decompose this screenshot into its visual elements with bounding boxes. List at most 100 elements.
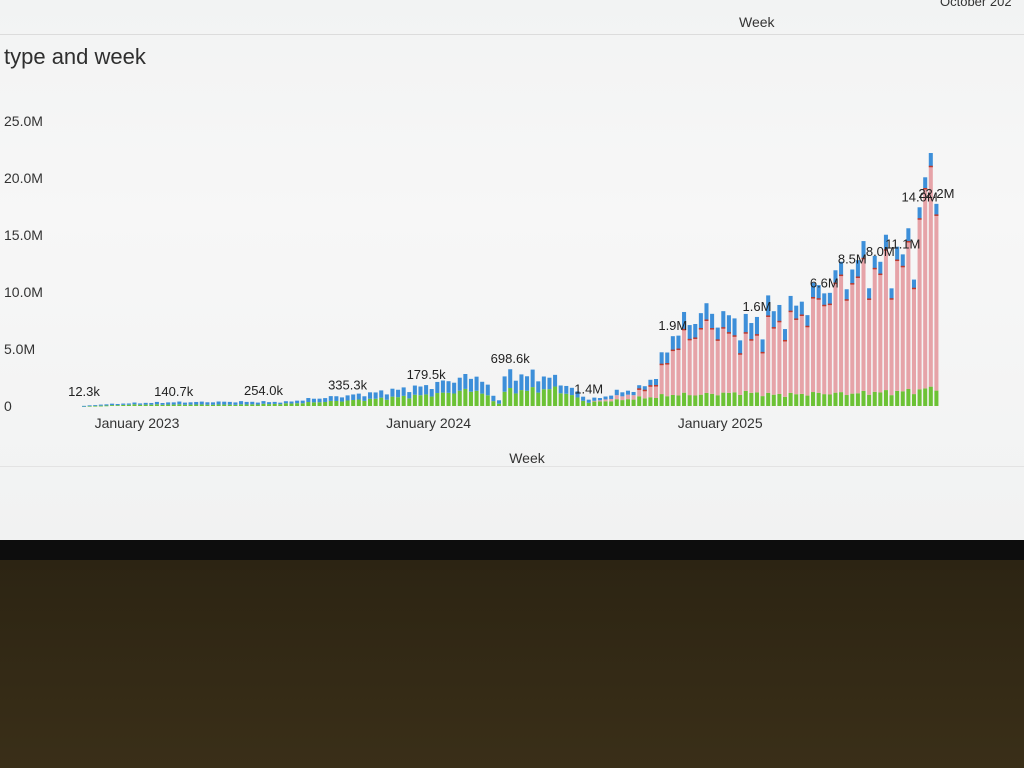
bar-segment-red bbox=[726, 333, 731, 393]
bar-segment-blue bbox=[777, 304, 782, 322]
bar-segment-edge bbox=[782, 339, 788, 342]
bar-segment-blue bbox=[620, 392, 625, 397]
bar-segment-blue bbox=[766, 295, 771, 317]
bar-segment-green bbox=[811, 392, 816, 406]
stacked-bar-chart: 0 5.0M 10.0M 15.0M 20.0M 25.0M 12.3k 140.7k 254… bbox=[4, 113, 954, 466]
bar-segment-red bbox=[738, 354, 743, 395]
bar-segment-red bbox=[872, 268, 877, 392]
bar-segment-red bbox=[906, 241, 911, 390]
bar-segment-blue bbox=[104, 404, 109, 406]
bar-segment-red bbox=[839, 275, 844, 393]
bar-segment-blue bbox=[373, 392, 378, 399]
bar-segment-green bbox=[418, 395, 423, 406]
bar-segment-green bbox=[637, 396, 642, 406]
bar-segment-blue bbox=[592, 397, 597, 401]
bar-segment-blue bbox=[698, 313, 703, 329]
bar-segment-blue bbox=[244, 401, 249, 405]
bar-segment-edge bbox=[794, 318, 799, 320]
bar-segment-green bbox=[216, 404, 221, 406]
bar-segment-green bbox=[592, 401, 597, 406]
bar-segment-blue bbox=[485, 384, 490, 396]
bar-segment-blue bbox=[424, 385, 429, 395]
bar-segment-green bbox=[143, 404, 148, 406]
bar-segment-edge bbox=[855, 276, 860, 279]
panel-bottom-divider bbox=[0, 466, 1024, 467]
bar-segment-green bbox=[339, 401, 344, 406]
bar-segment-blue bbox=[564, 385, 569, 394]
bar-segment-blue bbox=[188, 402, 193, 405]
bar-segment-blue bbox=[693, 323, 698, 339]
bar-segment-blue bbox=[710, 313, 715, 330]
bar-segment-blue bbox=[614, 389, 619, 396]
bar-segment-blue bbox=[323, 398, 328, 402]
bar-segment-blue bbox=[440, 380, 445, 393]
bar-segment-blue bbox=[642, 386, 647, 391]
bar-segment-green bbox=[642, 398, 647, 406]
bar-segment-blue bbox=[166, 402, 171, 405]
bar-segment-green bbox=[283, 403, 288, 406]
x-tick-label: January 2024 bbox=[386, 415, 471, 431]
bar-segment-blue bbox=[900, 254, 905, 267]
bar-segment-blue bbox=[199, 401, 204, 405]
bar-segment-red bbox=[676, 349, 681, 396]
bar-segment-green bbox=[867, 394, 872, 406]
bar-segment-green bbox=[844, 395, 849, 406]
bar-segment-edge bbox=[726, 332, 731, 334]
bar-segment-green bbox=[295, 403, 300, 406]
bar-segment-green bbox=[496, 403, 502, 406]
bar-segment-blue bbox=[390, 388, 395, 397]
monitor-screen: October 202 Week type and week 0 5.0M 10.0… bbox=[0, 0, 1024, 540]
bar-segment-red bbox=[794, 319, 799, 395]
bar-segment-blue bbox=[306, 398, 311, 403]
bar-segment-blue bbox=[93, 405, 98, 406]
bar-segment-green bbox=[396, 397, 401, 406]
y-tick-label: 10.0M bbox=[4, 284, 43, 300]
bar-segment-green bbox=[693, 395, 698, 406]
x-tick-label: January 2025 bbox=[678, 415, 763, 431]
bar-segment-edge bbox=[698, 328, 703, 330]
bar-segment-green bbox=[928, 386, 933, 406]
bar-segment-red bbox=[889, 299, 894, 396]
bar-segment-green bbox=[311, 402, 316, 406]
bar-segment-blue bbox=[536, 381, 541, 393]
bar-segment-red bbox=[867, 299, 872, 395]
bar-segment-green bbox=[508, 388, 513, 406]
bar-segment-red bbox=[721, 328, 726, 393]
bar-segment-blue bbox=[250, 401, 255, 405]
bar-segment-edge bbox=[659, 363, 664, 366]
desk-surface bbox=[0, 560, 1024, 768]
bar-segment-red bbox=[917, 219, 922, 390]
bar-segment-red bbox=[625, 394, 630, 400]
bar-segment-green bbox=[199, 404, 204, 406]
bar-segment-edge bbox=[771, 327, 776, 329]
bar-segment-green bbox=[390, 396, 395, 406]
bar-segment-green bbox=[491, 401, 496, 406]
bar-segment-red bbox=[609, 398, 614, 402]
bar-segment-blue bbox=[760, 339, 765, 353]
bar-segment-edge bbox=[754, 334, 759, 336]
bar-segment-green bbox=[468, 391, 473, 406]
bar-segment-green bbox=[895, 390, 900, 406]
bar-segment-red bbox=[682, 329, 687, 393]
bar-segment-edge bbox=[654, 385, 659, 387]
bar-segment-red bbox=[766, 316, 771, 393]
bar-segment-blue bbox=[934, 203, 939, 216]
bar-segment-green bbox=[160, 404, 165, 406]
bar-segment-blue bbox=[267, 402, 272, 405]
bar-segment-green bbox=[93, 405, 98, 407]
bar-segment-green bbox=[474, 390, 479, 406]
bar-segment-green bbox=[345, 400, 350, 406]
bar-segment-blue bbox=[625, 390, 630, 395]
bar-segment-green bbox=[687, 395, 692, 406]
bar-segment-blue bbox=[334, 396, 339, 401]
bar-total-label: 11.1M bbox=[885, 236, 920, 251]
bar-segment-red bbox=[799, 315, 804, 394]
bar-segment-blue bbox=[850, 269, 855, 285]
bar-segment-blue bbox=[659, 352, 664, 365]
bar-segment-blue bbox=[121, 403, 126, 405]
bar-segment-blue bbox=[154, 401, 159, 405]
top-axis-date-label: October 202 bbox=[940, 0, 1012, 9]
bar-segment-blue bbox=[682, 311, 687, 330]
bar-segment-red bbox=[822, 305, 827, 395]
bar-segment-blue bbox=[115, 403, 120, 406]
